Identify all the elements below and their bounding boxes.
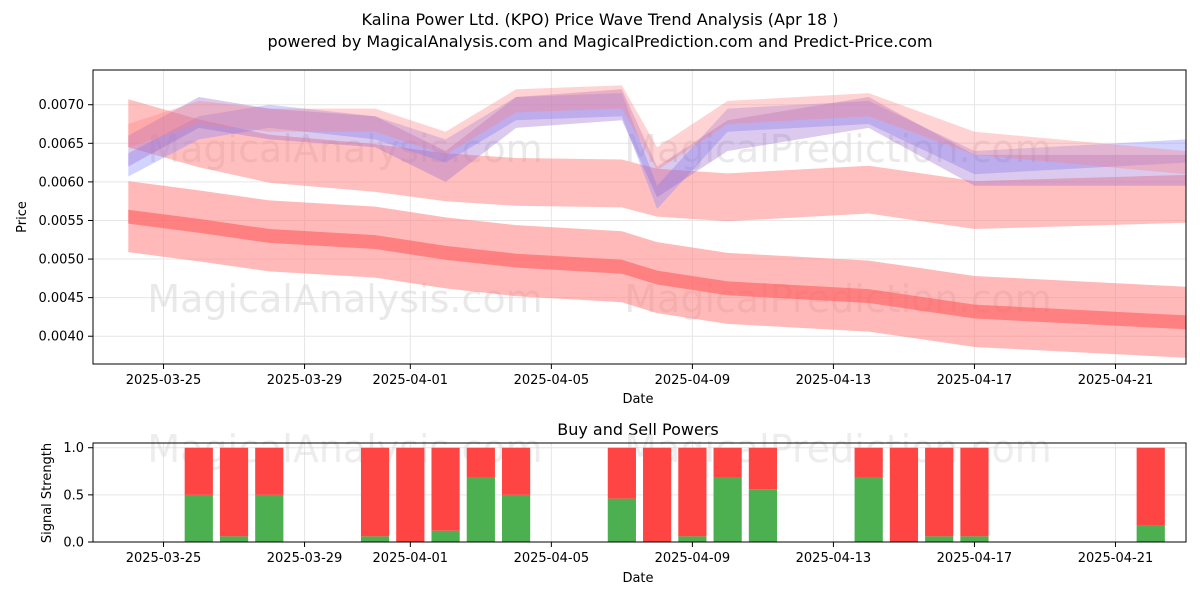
signal-x-tick-label: 2025-03-29: [267, 551, 343, 566]
series-band-blue-wave: [128, 93, 1186, 209]
sell-bar: [643, 447, 672, 542]
series-band-purple-wave: [128, 89, 1186, 198]
sell-bar: [360, 447, 390, 537]
price-y-tick-label: 0.0050: [39, 253, 85, 268]
signal-x-label: Date: [622, 571, 653, 586]
sell-bar: [396, 447, 425, 542]
price-x-tick-label: 2025-04-17: [937, 373, 1013, 388]
sell-bar: [184, 447, 213, 495]
signal-x-tick-label: 2025-04-05: [514, 551, 590, 566]
price-x-tick-label: 2025-03-29: [267, 373, 343, 388]
buy-bar: [184, 494, 213, 542]
signal-x-axis: 2025-03-25 2025-03-29 2025-04-01 2025-04-05…: [126, 542, 1154, 566]
buy-bar: [360, 536, 390, 542]
sell-bar: [889, 447, 919, 542]
price-plot: MagicalAnalysis.com MagicalPrediction.co…: [15, 69, 1187, 407]
buy-bar: [713, 477, 742, 542]
sell-bar: [466, 447, 495, 478]
sell-bar: [431, 447, 460, 531]
buy-bar: [925, 536, 954, 542]
signal-plot: Buy and Sell Powers MagicalAnalysis.com …: [40, 420, 1187, 586]
signal-x-tick-label: 2025-04-09: [655, 551, 731, 566]
price-x-axis: 2025-03-25 2025-03-29 2025-04-01 2025-04-05…: [126, 364, 1154, 388]
signal-y-axis: 0.0 0.5 1.0: [63, 441, 93, 551]
price-y-tick-label: 0.0040: [39, 330, 85, 345]
price-x-tick-label: 2025-03-25: [126, 373, 202, 388]
buy-bar: [678, 536, 707, 542]
signal-x-tick-label: 2025-04-17: [937, 551, 1013, 566]
buy-bar: [219, 536, 249, 542]
price-y-tick-label: 0.0055: [39, 214, 85, 229]
price-y-tick-label: 0.0060: [39, 175, 85, 190]
buy-bar: [501, 494, 531, 542]
price-x-tick-label: 2025-04-05: [514, 373, 590, 388]
chart-subtitle: powered by MagicalAnalysis.com and Magic…: [267, 32, 932, 51]
buy-bar: [255, 494, 284, 542]
watermark-prediction-top: MagicalPrediction.com: [624, 127, 1052, 171]
signal-y-tick-label: 1.0: [63, 441, 84, 456]
buy-bar: [960, 536, 989, 542]
price-series: [128, 85, 1186, 358]
price-x-tick-label: 2025-04-21: [1078, 373, 1154, 388]
signal-x-tick-label: 2025-03-25: [126, 551, 202, 566]
signal-y-tick-label: 0.5: [63, 488, 84, 503]
series-band-upper-red-band: [128, 99, 1186, 229]
signal-bars: [184, 447, 1165, 542]
price-x-tick-label: 2025-04-09: [655, 373, 731, 388]
sell-bar: [748, 447, 778, 490]
sell-bar: [960, 447, 989, 537]
series-band-red-wave: [128, 85, 1186, 175]
sell-bar: [607, 447, 636, 499]
signal-y-tick-label: 0.0: [63, 536, 84, 551]
price-y-tick-label: 0.0065: [39, 137, 85, 152]
signal-title: Buy and Sell Powers: [557, 420, 719, 439]
buy-bar: [466, 477, 495, 542]
sell-bar: [255, 447, 284, 495]
buy-bar: [607, 498, 636, 542]
sell-bar: [219, 447, 249, 537]
signal-x-tick-label: 2025-04-01: [373, 551, 449, 566]
price-y-axis: 0.0040 0.0045 0.0050 0.0055 0.0060 0.0065 0.00…: [39, 98, 93, 345]
price-y-label: Price: [15, 201, 30, 233]
buy-bar: [748, 489, 778, 542]
price-x-label: Date: [622, 392, 653, 407]
buy-bar: [431, 530, 460, 542]
price-y-tick-label: 0.0070: [39, 98, 85, 113]
series-band-lower-red-band-center: [128, 181, 1186, 358]
chart-title: Kalina Power Ltd. (KPO) Price Wave Trend…: [362, 10, 839, 29]
signal-x-tick-label: 2025-04-13: [796, 551, 872, 566]
sell-bar: [713, 447, 742, 478]
signal-plot-frame: [92, 442, 1187, 543]
buy-bar: [1136, 525, 1165, 542]
signal-y-label: Signal Strength: [40, 443, 55, 543]
sell-bar: [925, 447, 954, 537]
price-x-tick-label: 2025-04-01: [373, 373, 449, 388]
price-plot-frame: [92, 69, 1187, 365]
price-x-tick-label: 2025-04-13: [796, 373, 872, 388]
sell-bar: [854, 447, 883, 478]
sell-bar: [1136, 447, 1165, 526]
buy-bar: [854, 477, 883, 542]
series-band-lower-red-core: [128, 209, 1186, 330]
signal-x-tick-label: 2025-04-21: [1078, 551, 1154, 566]
price-y-tick-label: 0.0045: [39, 291, 85, 306]
sell-bar: [678, 447, 707, 537]
sell-bar: [501, 447, 531, 495]
